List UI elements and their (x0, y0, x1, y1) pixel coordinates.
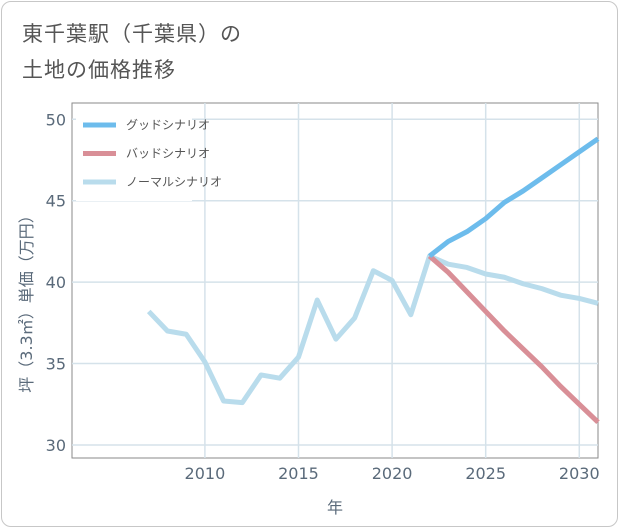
y-tick-label-35: 35 (46, 355, 66, 374)
y-tick-label-50: 50 (46, 110, 66, 129)
series-line-1 (427, 254, 600, 424)
x-tick-label-2015: 2015 (278, 464, 319, 483)
y-axis-title: 坪（3.3㎡）単価（万円） (17, 207, 36, 392)
y-tick-label-45: 45 (46, 192, 66, 211)
series-layer (146, 136, 600, 424)
series-line-2 (146, 253, 599, 406)
legend-label-1: バッドシナリオ (126, 147, 210, 161)
legend-label-0: グッドシナリオ (126, 118, 210, 132)
legend-label-2: ノーマルシナリオ (126, 175, 222, 189)
x-tick-label-2020: 2020 (372, 464, 413, 483)
series-line-0 (427, 136, 600, 259)
x-tick-label-2010: 2010 (185, 464, 226, 483)
x-tick-label-2030: 2030 (559, 464, 600, 483)
grid-lines (72, 103, 598, 458)
chart-title: 東千葉駅（千葉県）の 土地の価格推移 (22, 16, 242, 88)
chart-title-line2: 土地の価格推移 (22, 58, 176, 82)
chart-title-line1: 東千葉駅（千葉県）の (22, 22, 242, 46)
x-axis-title: 年 (327, 498, 343, 517)
y-tick-label-30: 30 (46, 436, 66, 455)
x-tick-label-2025: 2025 (465, 464, 506, 483)
y-tick-label-40: 40 (46, 273, 66, 292)
y-axis-ticks: 30 35 40 45 50 (46, 110, 66, 455)
x-axis-ticks: 2010 2015 2020 2025 2030 (185, 464, 600, 483)
